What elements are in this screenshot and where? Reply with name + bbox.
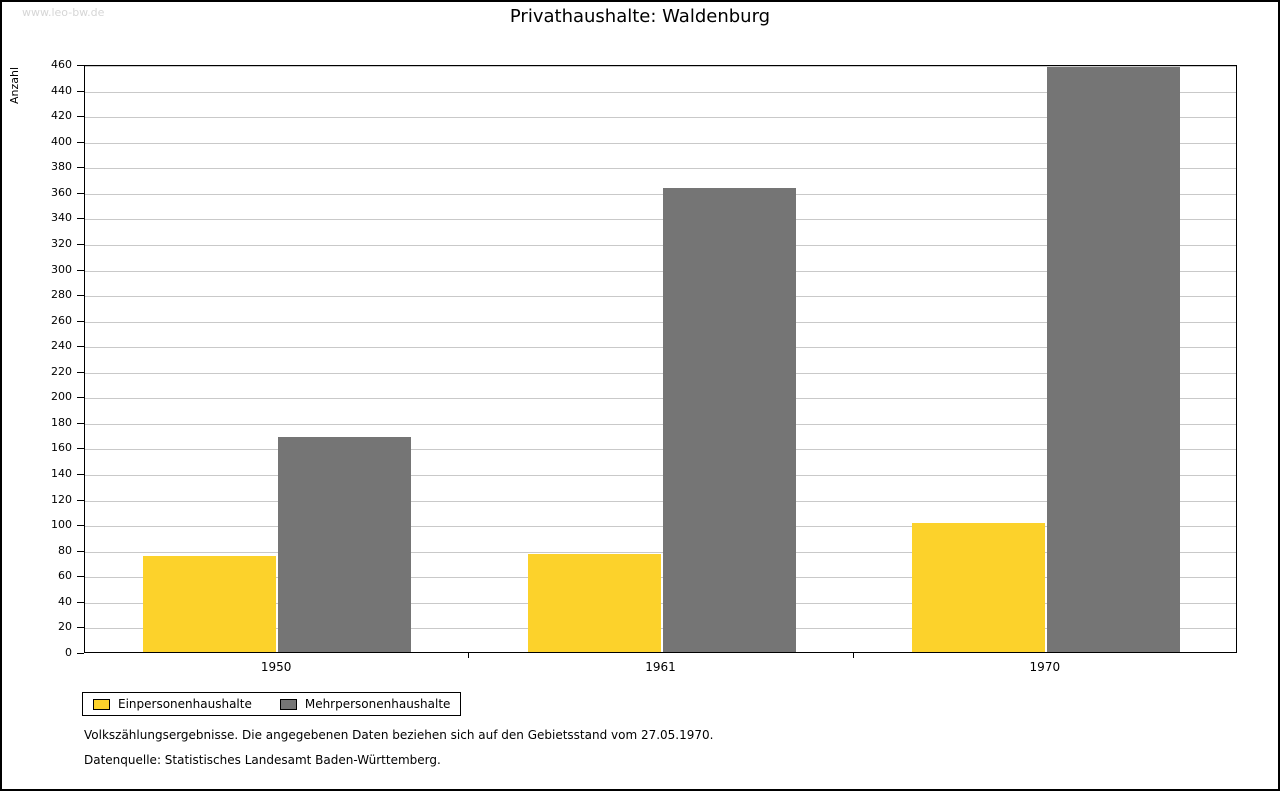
gridline	[85, 398, 1236, 400]
y-tick-label: 360	[51, 185, 72, 199]
y-tick-label: 0	[65, 646, 72, 659]
y-tick-label: 200	[51, 390, 72, 404]
legend-item-mehrpersonenhaushalte: Mehrpersonenhaushalte	[279, 697, 451, 711]
y-axis-label: Anzahl	[8, 66, 21, 104]
y-tick-mark	[77, 448, 84, 450]
x-tick-label: 1950	[260, 660, 292, 674]
gridline	[85, 168, 1236, 170]
y-tick-label: 420	[51, 109, 72, 123]
bar-mehrpersonenhaushalte-1950	[278, 437, 411, 652]
y-tick-label: 320	[51, 236, 72, 250]
y-tick-label: 280	[51, 288, 72, 302]
gridline	[85, 551, 1236, 553]
y-tick-mark	[77, 576, 84, 578]
y-tick-label: 100	[51, 518, 72, 532]
y-tick-mark	[77, 474, 84, 476]
bar-einpersonenhaushalte-1970	[912, 523, 1045, 652]
gridline	[85, 193, 1236, 195]
gridline	[85, 423, 1236, 425]
gridline	[85, 347, 1236, 349]
bar-mehrpersonenhaushalte-1961	[663, 188, 796, 652]
legend-label: Einpersonenhaushalte	[118, 697, 252, 711]
y-tick-mark	[77, 525, 84, 527]
y-tick-mark	[77, 243, 84, 245]
y-tick-label: 240	[51, 339, 72, 353]
legend-item-einpersonenhaushalte: Einpersonenhaushalte	[93, 697, 252, 711]
y-tick-label: 460	[51, 58, 72, 71]
y-tick-mark	[77, 550, 84, 552]
gridline	[85, 449, 1236, 451]
y-tick-mark	[77, 116, 84, 118]
y-tick-label: 340	[51, 211, 72, 225]
y-tick-label: 300	[51, 262, 72, 276]
chart-title: Privathaushalte: Waldenburg	[509, 6, 771, 27]
legend-swatch	[93, 698, 110, 710]
x-tick-mark	[852, 653, 854, 658]
y-tick-mark	[77, 601, 84, 603]
y-tick-label: 380	[51, 160, 72, 174]
gridline	[85, 321, 1236, 323]
y-tick-label: 40	[58, 594, 72, 608]
y-tick-label: 160	[51, 441, 72, 455]
y-tick-mark	[77, 167, 84, 169]
y-tick-label: 180	[51, 415, 72, 429]
y-tick-label: 400	[51, 134, 72, 148]
legend-label: Mehrpersonenhaushalte	[304, 697, 451, 711]
y-tick-label: 60	[58, 569, 72, 583]
x-tick-label: 1961	[645, 660, 676, 674]
y-tick-label: 140	[51, 467, 72, 481]
footnote-source: Datenquelle: Statistisches Landesamt Bad…	[84, 753, 441, 767]
watermark-text: www.leo-bw.de	[22, 6, 105, 19]
legend: Einpersonenhaushalte Mehrpersonenhaushalt…	[82, 692, 462, 716]
y-tick-label: 440	[51, 83, 72, 97]
y-tick-mark	[77, 627, 84, 629]
y-tick-label: 220	[51, 364, 72, 378]
bar-einpersonenhaushalte-1961	[528, 554, 661, 652]
y-tick-mark	[77, 65, 84, 66]
plot-area	[84, 65, 1237, 653]
y-tick-mark	[77, 141, 84, 143]
gridline	[85, 91, 1236, 93]
y-tick-mark	[77, 295, 84, 297]
gridline	[85, 244, 1236, 246]
legend-swatch	[279, 698, 297, 710]
y-tick-mark	[77, 653, 84, 654]
y-tick-mark	[77, 90, 84, 92]
bar-einpersonenhaushalte-1950	[143, 556, 276, 652]
y-tick-mark	[77, 346, 84, 348]
y-tick-mark	[77, 192, 84, 194]
bar-mehrpersonenhaushalte-1970	[1047, 67, 1180, 652]
y-tick-label: 120	[51, 492, 72, 506]
gridline	[85, 372, 1236, 374]
y-tick-mark	[77, 397, 84, 399]
gridline	[85, 117, 1236, 119]
footnote-census: Volkszählungsergebnisse. Die angegebenen…	[84, 728, 714, 742]
gridline	[85, 500, 1236, 502]
gridline	[85, 66, 1236, 67]
gridline	[85, 219, 1236, 221]
y-tick-label: 80	[58, 543, 72, 557]
y-tick-mark	[77, 218, 84, 220]
gridline	[85, 475, 1236, 477]
gridline	[85, 296, 1236, 298]
gridline	[85, 142, 1236, 144]
y-tick-mark	[77, 320, 84, 322]
y-tick-mark	[77, 371, 84, 373]
x-tick-mark	[468, 653, 470, 658]
y-tick-label: 260	[51, 313, 72, 327]
y-tick-mark	[77, 269, 84, 271]
y-tick-mark	[77, 499, 84, 501]
y-tick-label: 20	[58, 620, 72, 634]
x-tick-label: 1970	[1029, 660, 1061, 674]
y-tick-mark	[77, 422, 84, 424]
gridline	[85, 526, 1236, 528]
gridline	[85, 270, 1236, 272]
